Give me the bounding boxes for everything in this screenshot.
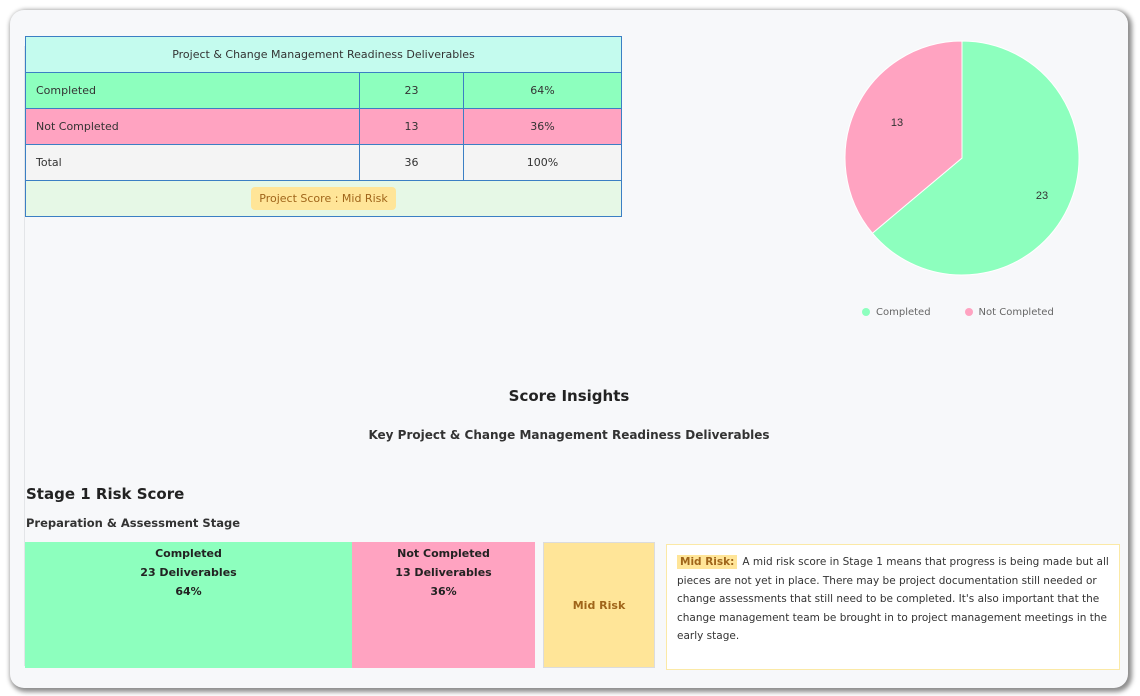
chart-legend: Completed Not Completed	[862, 307, 1054, 318]
row-count: 36	[359, 144, 464, 181]
legend-dot-icon	[862, 308, 870, 316]
row-percent: 100%	[463, 144, 622, 181]
row-count: 13	[359, 108, 464, 145]
risk-description: Mid Risk: A mid risk score in Stage 1 mea…	[666, 544, 1120, 670]
stage-subtitle: Preparation & Assessment Stage	[26, 516, 241, 530]
row-count: 23	[359, 72, 464, 109]
not-completed-bar: Not Completed 13 Deliverables 36%	[352, 542, 535, 668]
deliverables-table: Project & Change Management Readiness De…	[25, 36, 622, 217]
stage-title: Stage 1 Risk Score	[26, 485, 185, 503]
bar-label: Not Completed	[397, 547, 490, 560]
score-insights-subtitle: Key Project & Change Management Readines…	[368, 428, 770, 442]
table-row-completed: Completed 23 64%	[25, 72, 622, 109]
pie-label-not-completed: 13	[891, 117, 903, 129]
row-percent: 64%	[463, 72, 622, 109]
row-percent: 36%	[463, 108, 622, 145]
table-row-score: Project Score : Mid Risk	[25, 180, 622, 217]
pie-slice-not-completed[interactable]	[844, 40, 963, 234]
legend-item-completed[interactable]: Completed	[862, 307, 931, 318]
row-label: Not Completed	[25, 108, 360, 145]
score-insights-title: Score Insights	[508, 387, 630, 405]
row-label: Total	[25, 144, 360, 181]
completed-bar: Completed 23 Deliverables 64%	[25, 542, 352, 668]
risk-level-box: Mid Risk	[543, 542, 655, 668]
project-score-badge: Project Score : Mid Risk	[251, 187, 396, 210]
legend-label: Completed	[876, 307, 931, 318]
legend-item-not-completed[interactable]: Not Completed	[964, 307, 1054, 318]
legend-dot-icon	[964, 308, 973, 316]
row-label: Completed	[25, 72, 360, 109]
risk-tag: Mid Risk:	[677, 555, 738, 569]
legend-label: Not Completed	[978, 307, 1054, 318]
bar-percent: 36%	[430, 585, 457, 598]
pie-slice-completed[interactable]	[871, 40, 1080, 276]
bar-label: Completed	[155, 547, 222, 560]
dashboard-card: Project & Change Management Readiness De…	[10, 10, 1128, 688]
table-row-total: Total 36 100%	[25, 144, 622, 181]
pie-label-completed: 23	[1036, 190, 1048, 202]
table-row-not-completed: Not Completed 13 36%	[25, 108, 622, 145]
divider	[24, 46, 25, 666]
table-title: Project & Change Management Readiness De…	[25, 36, 622, 73]
bar-percent: 64%	[175, 585, 202, 598]
risk-description-text: A mid risk score in Stage 1 means that p…	[677, 556, 1109, 642]
bar-count: 23 Deliverables	[140, 566, 237, 579]
pie-chart: 13 23	[844, 40, 1080, 276]
bar-count: 13 Deliverables	[395, 566, 492, 579]
